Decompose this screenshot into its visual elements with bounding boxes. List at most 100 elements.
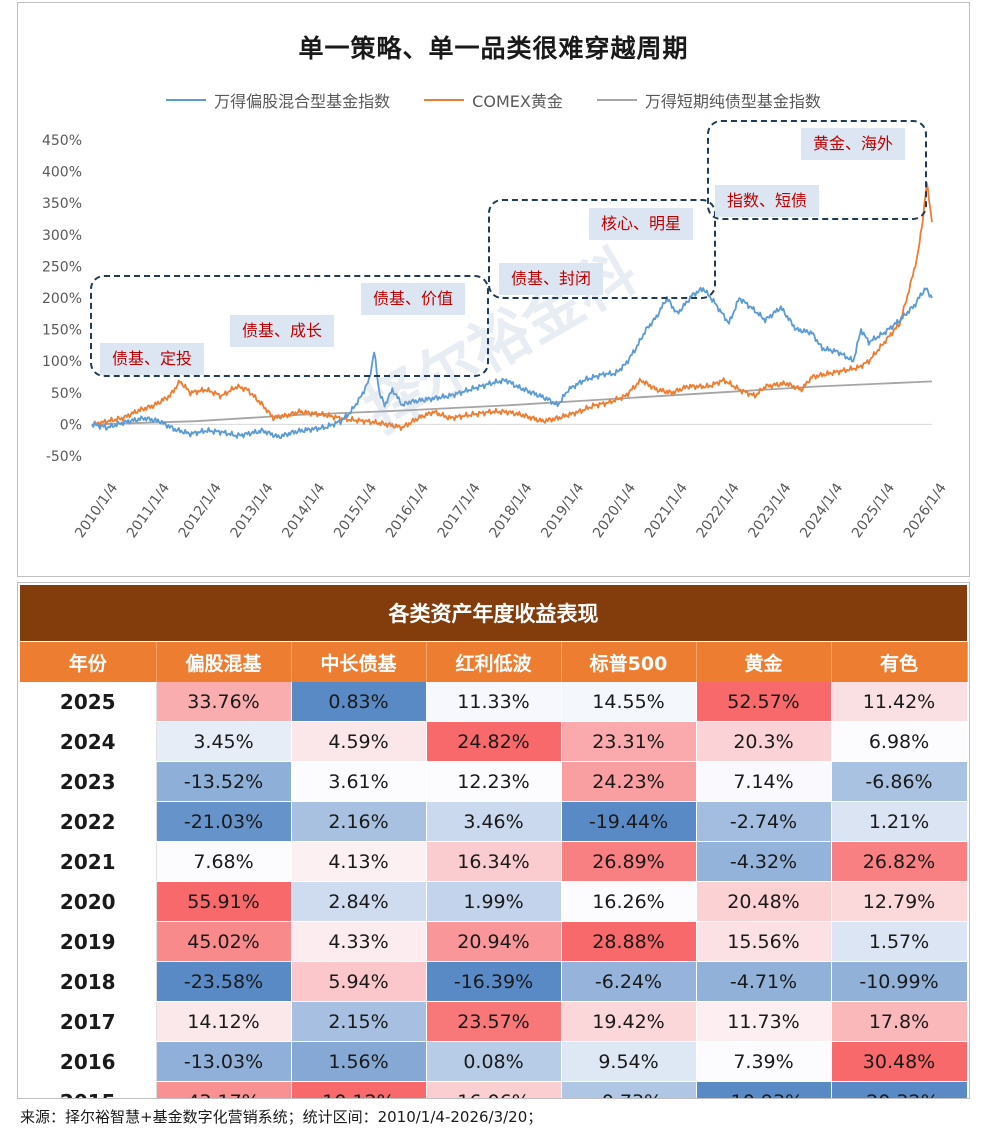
return-cell: 33.76% [156, 682, 292, 722]
chart-legend: 万得偏股混合型基金指数 COMEX黄金 万得短期纯债型基金指数 [18, 88, 969, 112]
table-title: 各类资产年度收益表现 [20, 585, 967, 641]
return-cell: 2.16% [291, 801, 427, 842]
table-row: 2017 14.12% 2.15% 23.57% 19.42% 11.73% 17.8% [20, 1001, 968, 1042]
year-cell: 2018 [20, 961, 157, 1002]
year-cell: 2024 [20, 721, 157, 762]
y-tick-label: 350% [42, 196, 82, 212]
y-tick-label: 150% [42, 323, 82, 339]
table-row: 2022 -21.03% 2.16% 3.46% -19.44% -2.74% 1.21% [20, 801, 968, 842]
x-tick-label: 2021/1/4 [642, 480, 691, 541]
table-body: 2025 33.76% 0.83% 11.33% 14.55% 52.57% 11.42% 2… [20, 682, 968, 1098]
return-cell: -2.74% [696, 801, 832, 842]
return-cell: -21.03% [156, 801, 292, 842]
year-cell: 2015 [20, 1081, 157, 1098]
return-cell: 45.02% [156, 921, 292, 962]
year-cell: 2020 [20, 881, 157, 922]
chart-title: 单一策略、单一品类很难穿越周期 [298, 34, 689, 63]
x-tick-label: 2023/1/4 [745, 480, 794, 541]
table-row: 2020 55.91% 2.84% 1.99% 16.26% 20.48% 12.79% [20, 881, 968, 922]
series-line-short-bond [91, 380, 933, 426]
return-cell: 10.12% [291, 1081, 427, 1098]
year-cell: 2019 [20, 921, 157, 962]
return-cell: 24.82% [426, 721, 562, 762]
return-cell: 7.39% [696, 1041, 832, 1082]
return-cell: -13.03% [156, 1041, 292, 1082]
return-cell: 12.23% [426, 761, 562, 802]
return-cell: 26.82% [831, 841, 968, 882]
return-cell: -6.24% [561, 961, 697, 1002]
legend-swatch-gray [596, 99, 637, 101]
return-cell: 11.73% [696, 1001, 832, 1042]
y-tick-label: 100% [42, 354, 82, 370]
return-cell: 14.55% [561, 682, 697, 722]
x-tick-label: 2025/1/4 [849, 480, 898, 541]
y-tick-label: 0% [60, 417, 82, 433]
table-row: 2025 33.76% 0.83% 11.33% 14.55% 52.57% 11.42% [20, 682, 968, 722]
dashed-box-2017-2021 [488, 199, 716, 299]
return-cell: 20.94% [426, 921, 562, 962]
annotation-label: 黄金、海外 [801, 128, 906, 160]
x-tick-label: 2010/1/4 [72, 480, 121, 541]
x-tick-label: 2019/1/4 [538, 480, 587, 541]
return-cell: -0.73% [561, 1081, 697, 1098]
table-row: 2019 45.02% 4.33% 20.94% 28.88% 15.56% 1.57% [20, 921, 968, 962]
return-cell: 0.83% [291, 682, 427, 722]
return-cell: 1.99% [426, 881, 562, 922]
table-header-row: 年份 偏股混基 中长债基 红利低波 标普500 黄金 有色 [20, 642, 968, 682]
annotation-label: 指数、短债 [715, 185, 820, 217]
legend-label: 万得偏股混合型基金指数 [214, 92, 391, 111]
x-tick-label: 2011/1/4 [124, 480, 173, 541]
year-cell: 2017 [20, 1001, 157, 1042]
x-tick-label: 2022/1/4 [694, 480, 743, 541]
source-note: 来源：择尔裕智慧+基金数字化营销系统；统计区间：2010/1/4-2026/3/… [20, 1108, 543, 1126]
x-tick-label: 2013/1/4 [227, 480, 276, 541]
return-cell: -13.52% [156, 761, 292, 802]
x-tick-label: 2024/1/4 [797, 480, 846, 541]
column-header: 红利低波 [426, 642, 562, 682]
dashed-box-2022-2026 [707, 120, 927, 220]
x-tick-label: 2020/1/4 [590, 480, 639, 541]
return-cell: 16.34% [426, 841, 562, 882]
legend-item-equity-fund: 万得偏股混合型基金指数 [166, 88, 390, 112]
year-cell: 2023 [20, 761, 157, 802]
legend-label: 万得短期纯债型基金指数 [644, 92, 821, 111]
dashed-box-2010-2015 [90, 275, 489, 377]
table-row: 2018 -23.58% 5.94% -16.39% -6.24% -4.71% -10.9… [20, 961, 968, 1002]
year-cell: 2025 [20, 682, 157, 722]
legend-item-gold: COMEX黄金 [424, 88, 563, 112]
return-cell: 20.3% [696, 721, 832, 762]
return-cell: 4.59% [291, 721, 427, 762]
return-cell: 4.13% [291, 841, 427, 882]
year-cell: 2016 [20, 1041, 157, 1082]
column-header: 偏股混基 [156, 642, 292, 682]
return-cell: 7.68% [156, 841, 292, 882]
annotation-label: 债基、封闭 [499, 263, 604, 295]
legend-swatch-blue [166, 99, 207, 101]
x-tick-label: 2012/1/4 [176, 480, 225, 541]
return-cell: 23.57% [426, 1001, 562, 1042]
table-row: 2021 7.68% 4.13% 16.34% 26.89% -4.32% 26.82% [20, 841, 968, 882]
return-cell: 24.23% [561, 761, 697, 802]
legend-item-short-bond: 万得短期纯债型基金指数 [596, 88, 821, 112]
y-tick-label: 400% [42, 165, 82, 181]
return-cell: 17.8% [831, 1001, 968, 1042]
line-chart: 450% 400% 350% 300% 250% 200% 150% 100% 50% 0% -50… [42, 133, 950, 541]
return-cell: -4.32% [696, 841, 832, 882]
y-tick-label: 200% [42, 291, 82, 307]
x-tick-label: 2014/1/4 [279, 480, 328, 541]
return-cell: 3.46% [426, 801, 562, 842]
series-line-gold [91, 181, 933, 431]
annotation-label: 债基、定投 [100, 343, 205, 375]
return-cell: 5.94% [291, 961, 427, 1002]
return-cell: 1.57% [831, 921, 968, 962]
column-header: 标普500 [561, 642, 697, 682]
column-header: 年份 [20, 642, 157, 682]
x-tick-label: 2026/1/4 [901, 480, 950, 541]
year-cell: 2021 [20, 841, 157, 882]
return-cell: 2.15% [291, 1001, 427, 1042]
return-cell: -23.58% [156, 961, 292, 1002]
return-cell: 23.31% [561, 721, 697, 762]
return-cell: 16.06% [426, 1081, 562, 1098]
return-cell: 19.42% [561, 1001, 697, 1042]
legend-swatch-orange [424, 99, 465, 101]
